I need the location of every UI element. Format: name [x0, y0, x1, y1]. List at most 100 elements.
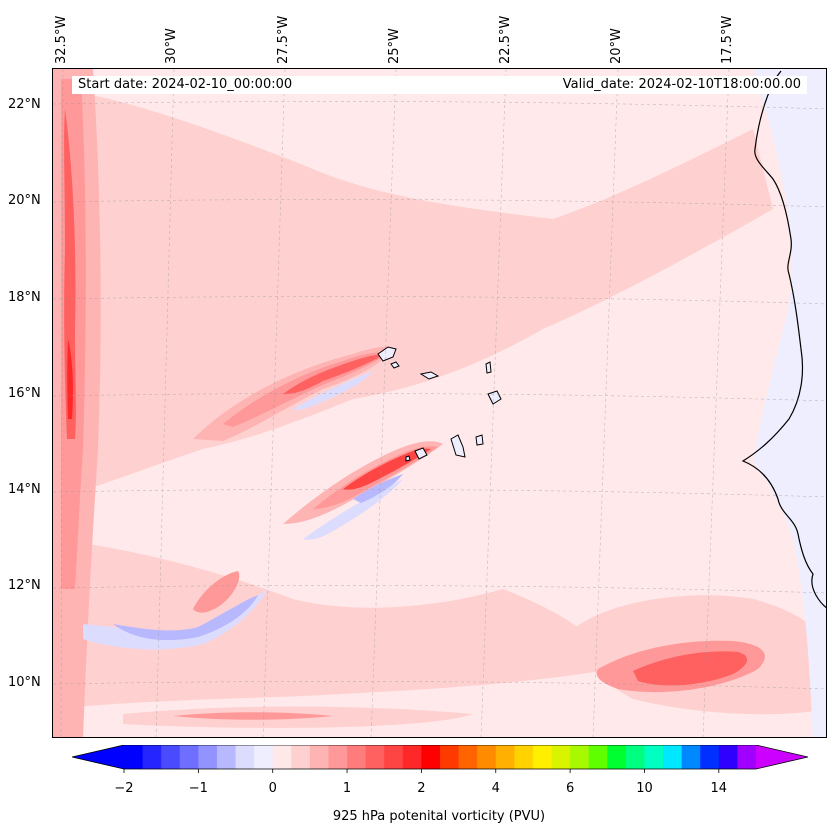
start-date-label: Start date: 2024-02-10_00:00:00 — [78, 77, 293, 92]
pv-band-west-max — [67, 339, 73, 419]
colorbar-segment — [607, 745, 627, 769]
colorbar-tick-label: −1 — [188, 781, 208, 796]
colorbar-segment — [700, 745, 720, 769]
colorbar-segment — [347, 745, 367, 769]
colorbar-segment — [570, 745, 590, 769]
lon-label-32-5w: 32.5°W — [54, 15, 69, 64]
parallel-20n — [53, 199, 826, 208]
valid-date-label: Valid_date: 2024-02-10T18:00:00.00 — [562, 77, 801, 92]
pv-streak-south-negative-core — [353, 474, 403, 503]
colorbar-tick-label: 14 — [710, 781, 728, 796]
parallel-22n — [53, 101, 826, 110]
island-sao-nicolau — [419, 371, 440, 380]
land-africa — [753, 69, 826, 737]
colorbar-segment — [179, 745, 199, 769]
parallel-16n — [53, 393, 826, 402]
lat-label-18n: 18°N — [8, 290, 41, 305]
island-sal — [485, 361, 492, 374]
meridian-25w — [370, 69, 397, 737]
meridian-30w — [155, 69, 175, 737]
colorbar-segment — [328, 745, 348, 769]
colorbar-segment — [551, 745, 571, 769]
pv-region-bottom-core — [173, 712, 333, 720]
lat-label-10n: 10°N — [8, 675, 41, 690]
graticule — [53, 69, 826, 737]
colorbar-tick-label: −2 — [114, 781, 134, 796]
colorbar — [72, 745, 808, 773]
pv-region-northwest — [53, 89, 773, 499]
pv-band-west-core — [64, 109, 76, 439]
colorbar-extend-low — [72, 745, 124, 769]
island-boa-vista — [487, 390, 502, 405]
colorbar-segment — [365, 745, 385, 769]
parallel-12n — [53, 585, 826, 594]
colorbar-segment — [681, 745, 701, 769]
colorbar-extend-high — [756, 745, 808, 769]
parallel-10n — [53, 681, 826, 690]
colorbar-segment — [440, 745, 460, 769]
colorbar-segment — [384, 745, 404, 769]
lon-label-20w: 20°W — [609, 28, 624, 64]
colorbar-segment — [718, 745, 738, 769]
coastline-africa — [741, 70, 826, 609]
pv-contour-map — [53, 69, 826, 737]
colorbar-segment — [272, 745, 292, 769]
island-sao-vicente — [390, 361, 400, 369]
lat-label-12n: 12°N — [8, 578, 41, 593]
colorbar-tick-label: 0 — [268, 781, 277, 796]
island-santo-antao — [377, 346, 397, 362]
date-banner: Start date: 2024-02-10_00:00:00 Valid_da… — [72, 76, 807, 94]
colorbar-segment — [254, 745, 274, 769]
colorbar-segment — [458, 745, 478, 769]
colorbar-segment — [514, 745, 534, 769]
meridian-17-5w — [702, 69, 730, 737]
colorbar-tick-label: 1 — [342, 781, 352, 796]
island-maio — [475, 434, 484, 446]
colorbar-segment — [124, 745, 144, 769]
pv-negative-southwest — [83, 589, 268, 650]
colorbar-segment — [477, 745, 497, 769]
map-panel — [52, 68, 827, 738]
colorbar-segment — [235, 745, 255, 769]
pv-max-southeast-core — [633, 651, 748, 686]
colorbar-segment — [588, 745, 608, 769]
pv-streak-north-negative — [293, 371, 373, 410]
pv-blob-southwest — [193, 571, 240, 613]
island-fogo — [414, 447, 428, 460]
lat-label-16n: 16°N — [8, 386, 41, 401]
colorbar-segment — [198, 745, 218, 769]
colorbar-tick-label: 10 — [636, 781, 653, 796]
island-santiago — [450, 434, 466, 458]
lat-label-20n: 20°N — [8, 193, 41, 208]
colorbar-segment — [495, 745, 515, 769]
colorbar-segment — [737, 745, 757, 769]
pv-negative-southwest-core — [113, 595, 258, 641]
colorbar-segment — [216, 745, 237, 769]
colorbar-segment — [625, 745, 645, 769]
colorbar-segment — [421, 745, 441, 769]
lon-label-22-5w: 22.5°W — [498, 15, 513, 64]
lat-label-14n: 14°N — [8, 482, 41, 497]
colorbar-segment — [161, 745, 181, 769]
colorbar-tick-label: 4 — [491, 781, 500, 796]
lat-label-22n: 22°N — [8, 97, 41, 112]
colorbar-segment — [644, 745, 664, 769]
colorbar-segment — [309, 745, 329, 769]
colorbar-segment — [663, 745, 683, 769]
colorbar-tick-label: 2 — [417, 781, 426, 796]
pv-streak-north-core — [283, 354, 383, 395]
meridian-22-5w — [480, 69, 507, 737]
island-brava — [405, 455, 411, 462]
lon-label-27-5w: 27.5°W — [276, 15, 291, 64]
colorbar-segment — [291, 745, 311, 769]
lon-label-30w: 30°W — [164, 28, 179, 64]
pv-region-south-band — [53, 539, 613, 709]
colorbar-segment — [402, 745, 422, 769]
colorbar-label: 925 hPa potenital vorticity (PVU) — [332, 809, 546, 824]
colorbar-segment — [142, 745, 162, 769]
meridian-27-5w — [262, 69, 286, 737]
meridian-20w — [592, 69, 619, 737]
parallel-18n — [53, 296, 826, 305]
lon-label-25w: 25°W — [387, 28, 402, 64]
lon-label-17-5w: 17.5°W — [720, 15, 735, 64]
